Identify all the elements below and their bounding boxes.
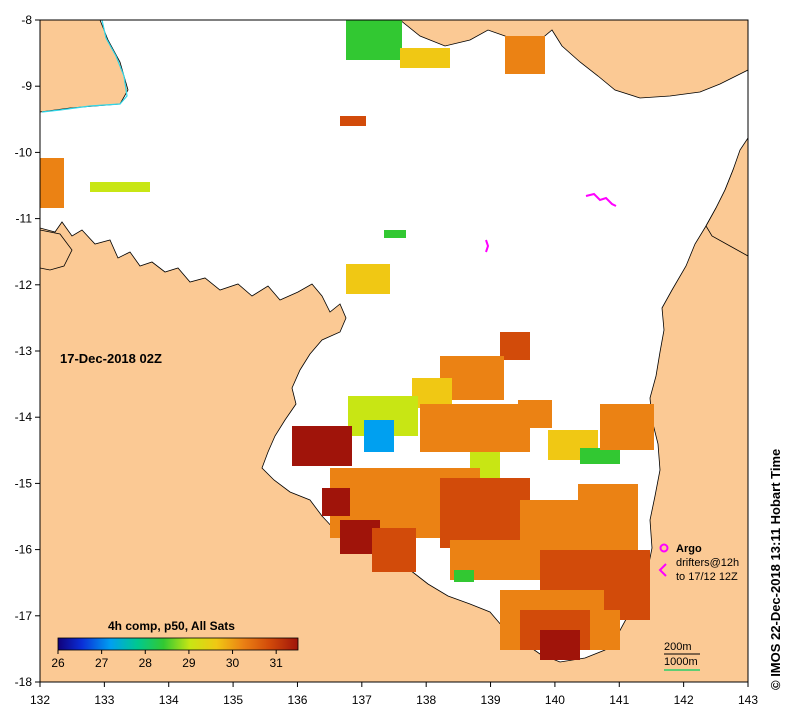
- colorbar-tick-label: 31: [270, 656, 284, 670]
- colorbar-ticks: 26 27 28 29 30 31: [51, 650, 283, 670]
- x-tick-label: 141: [609, 693, 629, 707]
- y-tick-label: -9: [21, 79, 32, 93]
- land-wessel-islands: [40, 229, 73, 271]
- y-tick-label: -14: [15, 410, 33, 424]
- x-tick-label: 138: [416, 693, 436, 707]
- land-cape-york: [705, 137, 748, 257]
- x-tick-label: 135: [223, 693, 243, 707]
- y-tick-label: -11: [16, 212, 33, 226]
- y-tick-label: -12: [15, 278, 33, 292]
- argo-label: Argo: [676, 543, 702, 555]
- x-tick-label: 142: [674, 693, 694, 707]
- drifter-track-2: [485, 239, 490, 253]
- isobath-200-label: 200m: [664, 641, 692, 653]
- x-tick-label: 133: [94, 693, 114, 707]
- y-axis: -8 -9 -10 -11 -12 -13 -14 -15 -16 -17 -18: [15, 13, 40, 689]
- isobath-1000-label: 1000m: [664, 656, 698, 668]
- colorbar-tick-label: 30: [226, 656, 240, 670]
- colorbar-tick-label: 27: [95, 656, 109, 670]
- x-tick-label: 143: [738, 693, 758, 707]
- sst-patches: [40, 20, 654, 660]
- colorbar-tick-label: 29: [182, 656, 196, 670]
- date-label: 17-Dec-2018 02Z: [60, 351, 162, 366]
- river-line: [41, 20, 128, 113]
- y-tick-label: -16: [15, 543, 33, 557]
- colorbar-tick-label: 26: [51, 656, 65, 670]
- x-tick-label: 140: [545, 693, 565, 707]
- colorbar-gradient: [57, 637, 299, 651]
- drifter-arrow-icon: [658, 563, 667, 577]
- drifter-legend: Argo drifters@12h to 17/12 12Z: [658, 543, 739, 583]
- y-tick-label: -17: [15, 609, 33, 623]
- isobath-legend: 200m 1000m: [664, 641, 700, 671]
- x-tick-label: 139: [481, 693, 501, 707]
- drifters-label: drifters@12h: [676, 557, 739, 569]
- x-tick-label: 137: [352, 693, 372, 707]
- y-tick-label: -10: [15, 145, 33, 159]
- argo-marker-icon: [659, 543, 669, 553]
- y-tick-label: -8: [21, 13, 32, 27]
- colorbar-title: 4h comp, p50, All Sats: [108, 619, 235, 633]
- x-tick-label: 136: [287, 693, 307, 707]
- colorbar-tick-label: 28: [139, 656, 153, 670]
- land-new-guinea: [399, 20, 748, 99]
- drifters-to-label: to 17/12 12Z: [676, 571, 738, 583]
- y-tick-label: -18: [15, 675, 33, 689]
- x-axis: 132 133 134 135 136 137 138 139 140 141 142 143: [30, 682, 758, 707]
- drifter-track-1: [585, 192, 617, 207]
- imos-side-label: © IMOS 22-Dec-2018 13:11 Hobart Time: [768, 449, 783, 690]
- colorbar: 4h comp, p50, All Sats 26 27 28 29 30 31: [51, 619, 299, 670]
- x-tick-label: 132: [30, 693, 50, 707]
- y-tick-label: -15: [15, 476, 33, 490]
- y-tick-label: -13: [15, 344, 33, 358]
- x-tick-label: 134: [159, 693, 179, 707]
